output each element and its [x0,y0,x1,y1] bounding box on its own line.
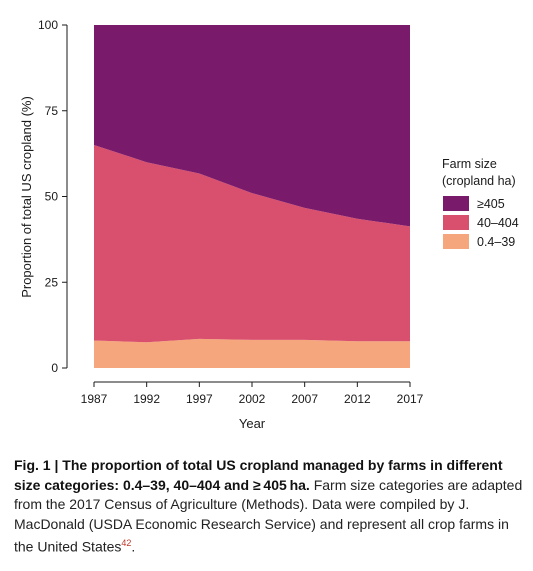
legend: Farm size (cropland ha) ≥405 40–404 0.4–39 [442,157,519,249]
x-tick-label-2002: 2002 [239,392,266,406]
plot-areas [94,25,410,368]
caption-body: Farm size categories are adapted from th… [14,476,523,555]
x-tick-label-1997: 1997 [186,392,213,406]
y-tick-label-50: 50 [45,190,59,204]
y-tick-label-75: 75 [45,104,59,118]
y-axis-label: Proportion of total US cropland (%) [19,96,34,298]
legend-label-0: ≥405 [477,197,505,211]
stacked-area-chart: 0 25 50 75 100 1987 1992 1997 2002 2007 2012 2017 P… [19,18,519,431]
area-series-2 [94,25,410,227]
y-tick-label-25: 25 [45,275,59,289]
caption-bold-text: The proportion of total US cropland mana… [14,457,503,493]
legend-label-1: 40–404 [477,216,519,230]
axes: 0 25 50 75 100 1987 1992 1997 2002 2007 2012 2017 [38,18,424,406]
area-series-0 [94,338,410,368]
legend-title-line2: (cropland ha) [442,174,516,188]
x-tick-label-2017: 2017 [397,392,424,406]
area-series-1 [94,145,410,343]
x-tick-label-2012: 2012 [344,392,371,406]
legend-swatch-0 [443,196,469,211]
caption-label: Fig. 1 | [14,457,63,473]
legend-swatch-1 [443,215,469,230]
x-tick-label-1987: 1987 [81,392,108,406]
legend-title-line1: Farm size [442,157,497,171]
caption-end: . [131,538,136,555]
y-tick-label-0: 0 [51,361,58,375]
figure-caption: Fig. 1 | The proportion of total US crop… [14,456,524,557]
y-tick-label-100: 100 [38,18,58,32]
legend-label-2: 0.4–39 [477,235,515,249]
x-tick-label-1992: 1992 [133,392,160,406]
legend-swatch-2 [443,234,469,249]
x-tick-label-2007: 2007 [291,392,318,406]
x-axis-label: Year [239,416,266,431]
caption-reference: 42 [121,538,132,548]
